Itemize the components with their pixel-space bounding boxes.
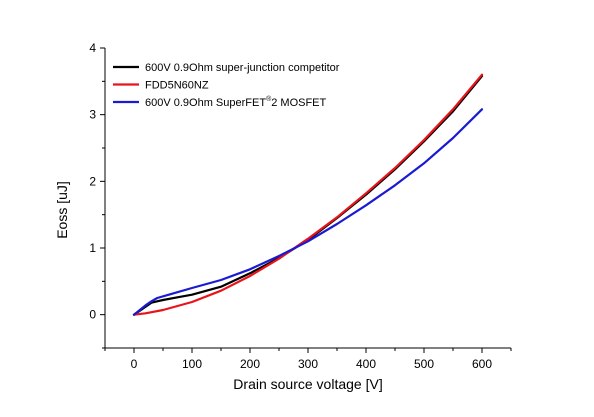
- series-line-1: [132, 74, 484, 316]
- series-layer: [132, 73, 484, 316]
- x-tick-label: 0: [131, 357, 138, 371]
- x-tick-label: 200: [240, 357, 260, 371]
- legend: 600V 0.9Ohm super-junction competitor FDD…: [113, 62, 340, 109]
- axes: 0 100 200 300 400 500 600 0 1 2 3 4: [89, 41, 512, 371]
- y-tick-label: 3: [89, 108, 96, 122]
- y-tick-label: 4: [89, 41, 96, 55]
- x-tick-label: 600: [472, 357, 492, 371]
- y-tick-label: 2: [89, 174, 96, 188]
- legend-label-1: 600V 0.9Ohm super-junction competitor: [145, 62, 340, 74]
- x-tick-label: 400: [356, 357, 376, 371]
- x-tick-label: 500: [414, 357, 434, 371]
- y-axis-title: Eoss [uJ]: [54, 181, 70, 239]
- legend-label-2: FDD5N60NZ: [145, 80, 209, 92]
- y-tick-label: 1: [89, 241, 96, 255]
- legend-label-3: 600V 0.9Ohm SuperFET®2 MOSFET: [145, 95, 327, 109]
- x-axis-title: Drain source voltage [V]: [233, 376, 382, 392]
- series-line-3: [132, 108, 484, 316]
- x-tick-label: 100: [182, 357, 202, 371]
- series-line-2: [132, 73, 484, 316]
- x-tick-label: 300: [298, 357, 318, 371]
- y-tick-label: 0: [89, 308, 96, 322]
